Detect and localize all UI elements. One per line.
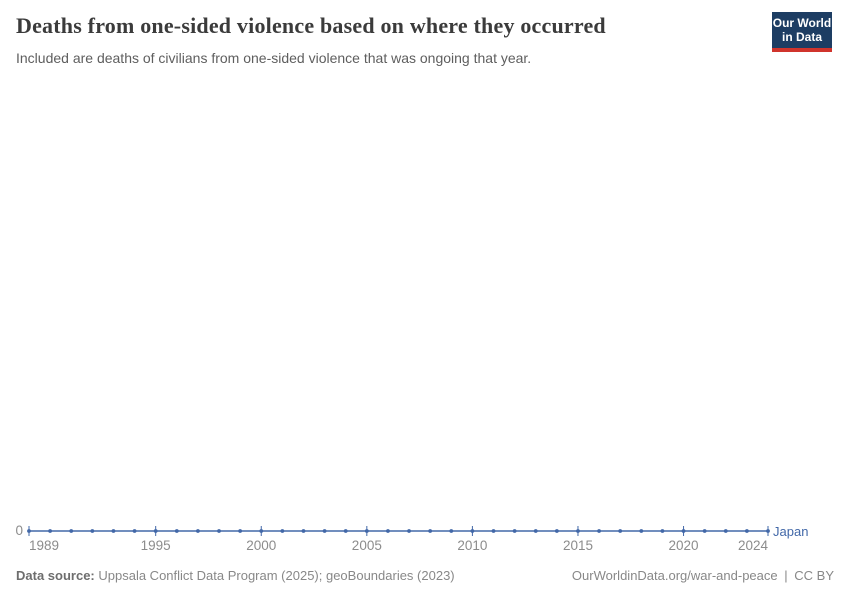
owid-logo[interactable]: Our World in Data bbox=[772, 12, 832, 52]
data-point[interactable] bbox=[280, 529, 285, 533]
x-axis-tick-label: 2010 bbox=[457, 538, 488, 553]
footer-license-link[interactable]: CC BY bbox=[794, 568, 834, 583]
owid-logo-line1: Our World bbox=[772, 16, 832, 30]
x-axis-tick-label: 2005 bbox=[351, 538, 382, 553]
data-point[interactable] bbox=[723, 529, 728, 533]
footer: Data source: Uppsala Conflict Data Progr… bbox=[16, 568, 834, 583]
data-point[interactable] bbox=[512, 529, 517, 533]
footer-source-text: Uppsala Conflict Data Program (2025); ge… bbox=[98, 568, 455, 583]
x-axis-tick-label: 2024 bbox=[737, 538, 768, 553]
page-title: Deaths from one-sided violence based on … bbox=[16, 13, 606, 38]
data-point[interactable] bbox=[132, 529, 137, 533]
series-label-japan[interactable]: Japan bbox=[773, 524, 809, 539]
data-point[interactable] bbox=[618, 529, 623, 533]
data-point[interactable] bbox=[744, 529, 749, 533]
x-axis-tick-label: 2000 bbox=[246, 538, 277, 553]
data-point[interactable] bbox=[597, 529, 601, 533]
footer-url-link[interactable]: OurWorldinData.org/war-and-peace bbox=[571, 568, 778, 583]
data-point[interactable] bbox=[301, 529, 306, 533]
x-axis-tick-label: 1989 bbox=[29, 538, 60, 553]
data-point[interactable] bbox=[407, 529, 411, 533]
data-point[interactable] bbox=[702, 529, 707, 533]
x-axis-tick-label: 1995 bbox=[140, 538, 171, 553]
data-point[interactable] bbox=[364, 529, 369, 533]
data-point[interactable] bbox=[681, 529, 686, 533]
data-point[interactable] bbox=[766, 529, 770, 533]
footer-attribution: OurWorldinData.org/war-and-peace | CC BY bbox=[572, 568, 834, 583]
data-point[interactable] bbox=[491, 529, 496, 533]
footer-source-label: Data source: bbox=[16, 568, 95, 583]
data-point[interactable] bbox=[259, 529, 264, 533]
data-point[interactable] bbox=[639, 529, 644, 533]
footer-source: Data source: Uppsala Conflict Data Progr… bbox=[16, 568, 455, 583]
data-point[interactable] bbox=[470, 529, 475, 533]
data-point[interactable] bbox=[69, 529, 74, 533]
data-point[interactable] bbox=[238, 529, 243, 533]
data-point[interactable] bbox=[174, 529, 179, 533]
data-point[interactable] bbox=[428, 529, 433, 533]
data-point[interactable] bbox=[449, 529, 454, 533]
data-point[interactable] bbox=[27, 529, 31, 533]
data-point[interactable] bbox=[48, 529, 53, 533]
data-point[interactable] bbox=[554, 529, 559, 533]
data-point[interactable] bbox=[90, 529, 95, 533]
chart-subtitle: Included are deaths of civilians from on… bbox=[16, 50, 532, 66]
data-point[interactable] bbox=[576, 529, 580, 533]
owid-logo-line2: in Data bbox=[781, 30, 822, 44]
x-axis-tick-label: 2020 bbox=[668, 538, 699, 553]
data-point[interactable] bbox=[111, 529, 116, 533]
data-point[interactable] bbox=[153, 529, 158, 533]
data-point[interactable] bbox=[322, 529, 327, 533]
data-point[interactable] bbox=[217, 529, 221, 533]
data-point[interactable] bbox=[196, 529, 200, 533]
data-point[interactable] bbox=[386, 529, 390, 533]
footer-separator: | bbox=[784, 568, 788, 583]
data-point[interactable] bbox=[660, 529, 665, 533]
x-axis-tick-label: 2015 bbox=[562, 538, 593, 553]
y-axis-zero-label: 0 bbox=[15, 523, 23, 538]
data-point[interactable] bbox=[533, 529, 538, 533]
data-point[interactable] bbox=[343, 529, 348, 533]
